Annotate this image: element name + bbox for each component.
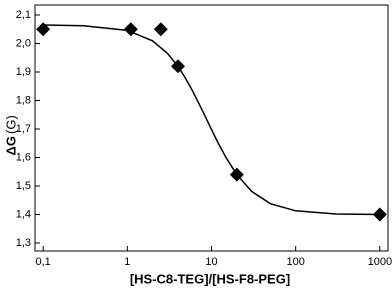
- y-tick-label: 1,9: [16, 66, 31, 78]
- x-tick-label: 100: [286, 256, 304, 268]
- fit-curve: [43, 24, 380, 216]
- y-tick-label: 1,7: [16, 123, 31, 135]
- y-tick-label: 1,8: [16, 94, 31, 106]
- y-tick-label: 2,0: [16, 37, 31, 49]
- x-tick-label: 0,1: [36, 256, 51, 268]
- y-axis-label-group: ΔG (G): [3, 115, 18, 155]
- x-tick-label: 1000: [368, 256, 392, 268]
- x-tick-label: 10: [205, 256, 217, 268]
- x-axis-label: [HS-C8-TEG]/[HS-F8-PEG]: [130, 271, 290, 286]
- y-tick-label: 1,3: [16, 237, 31, 249]
- y-tick-label: 2,1: [16, 9, 31, 21]
- y-tick-label: 1,6: [16, 151, 31, 163]
- data-point: [153, 22, 168, 37]
- x-tick-label: 1: [124, 256, 130, 268]
- y-axis-unit: (G): [3, 115, 18, 134]
- data-point: [372, 207, 387, 222]
- y-tick-label: 1,4: [16, 208, 31, 220]
- y-axis-label: ΔG: [3, 136, 18, 155]
- y-tick-label: 1,5: [16, 180, 31, 192]
